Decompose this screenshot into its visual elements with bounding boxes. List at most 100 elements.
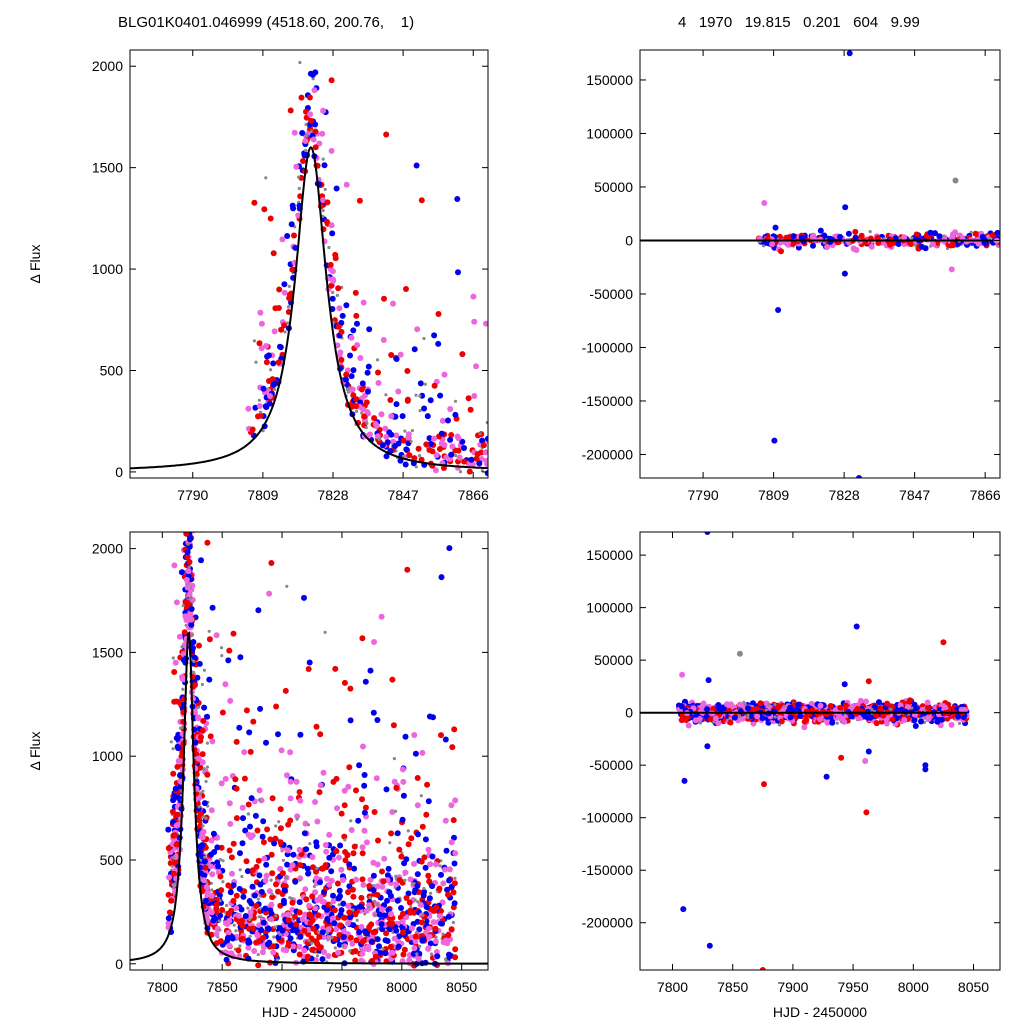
bottom-right-points (675, 532, 970, 970)
data-point (328, 77, 335, 84)
data-point (437, 392, 444, 399)
data-point (290, 205, 297, 212)
data-point (304, 865, 311, 872)
data-point (201, 824, 205, 828)
data-point (386, 920, 393, 927)
data-point (403, 895, 410, 901)
data-point (365, 946, 372, 953)
data-point (403, 446, 410, 453)
data-point (239, 451, 245, 457)
data-point (256, 922, 263, 929)
data-point (207, 863, 214, 870)
data-point (300, 158, 306, 164)
plot-frame (129, 49, 489, 479)
data-point (204, 713, 211, 720)
data-point (171, 832, 178, 839)
data-point (445, 913, 452, 920)
outlier-point (706, 942, 713, 949)
data-point (255, 857, 262, 864)
x-axis-label: HJD - 2450000 (262, 1004, 356, 1020)
data-point (817, 716, 823, 723)
data-point (170, 770, 177, 777)
data-point (350, 922, 357, 929)
data-point (343, 302, 350, 309)
y-tick-label: 1000 (92, 261, 123, 277)
data-point (246, 906, 250, 910)
data-point (204, 816, 208, 820)
data-point (296, 909, 303, 916)
data-point (274, 914, 278, 918)
top-left-panel: 7790 7809 7828 7847 7866 0 500 1000 1500 2000 Δ Fl… (27, 49, 489, 503)
data-point (769, 241, 776, 247)
data-point (330, 276, 336, 283)
data-point (192, 659, 196, 664)
data-point (313, 868, 319, 875)
data-point (406, 829, 410, 833)
data-point (184, 470, 190, 476)
data-point (849, 703, 856, 710)
data-point (361, 827, 368, 834)
data-point (955, 713, 961, 720)
data-point (423, 904, 430, 911)
data-point (244, 868, 251, 875)
data-point (419, 794, 423, 798)
data-point (206, 636, 213, 643)
data-point (171, 747, 175, 751)
data-point (313, 839, 320, 846)
data-point (402, 733, 409, 740)
data-point (251, 892, 258, 899)
data-point (311, 77, 315, 81)
data-point (422, 336, 426, 341)
data-point (301, 947, 308, 954)
data-point (355, 918, 359, 922)
outlier-point (865, 678, 872, 685)
data-point (484, 461, 488, 467)
data-point (175, 745, 182, 752)
data-point (304, 953, 311, 960)
data-point (293, 163, 300, 170)
data-point (192, 682, 198, 688)
data-point (426, 447, 433, 453)
data-point (183, 518, 189, 524)
data-point (299, 130, 306, 136)
data-point (239, 804, 246, 811)
data-point (169, 808, 176, 815)
data-point (394, 897, 401, 904)
data-point (323, 630, 327, 634)
data-point (809, 234, 816, 241)
data-point (370, 709, 377, 716)
data-point (773, 703, 777, 707)
data-point (374, 861, 381, 868)
data-point (352, 957, 359, 964)
data-point (229, 870, 235, 877)
data-point (414, 465, 418, 469)
data-point (319, 865, 326, 872)
data-point (304, 148, 308, 153)
data-point (358, 386, 365, 393)
data-point (358, 923, 365, 930)
y-tick-label: 2000 (92, 541, 123, 557)
data-point (759, 715, 766, 721)
data-point (385, 865, 392, 872)
data-point (277, 825, 284, 832)
data-point (451, 900, 458, 907)
data-point (240, 815, 246, 822)
data-point (237, 850, 243, 857)
data-point (278, 747, 285, 754)
data-point (225, 882, 232, 889)
y-tick-label: 150000 (586, 72, 633, 88)
data-point (337, 349, 344, 356)
data-point (183, 532, 190, 537)
data-point (284, 875, 288, 880)
outlier-point (772, 224, 779, 231)
data-point (349, 886, 356, 893)
data-point (347, 717, 354, 724)
data-point (745, 705, 751, 712)
data-point (301, 594, 307, 601)
data-point (425, 925, 432, 932)
data-point (256, 340, 263, 347)
data-point (272, 935, 276, 939)
data-point (253, 903, 260, 909)
data-point (383, 930, 390, 937)
